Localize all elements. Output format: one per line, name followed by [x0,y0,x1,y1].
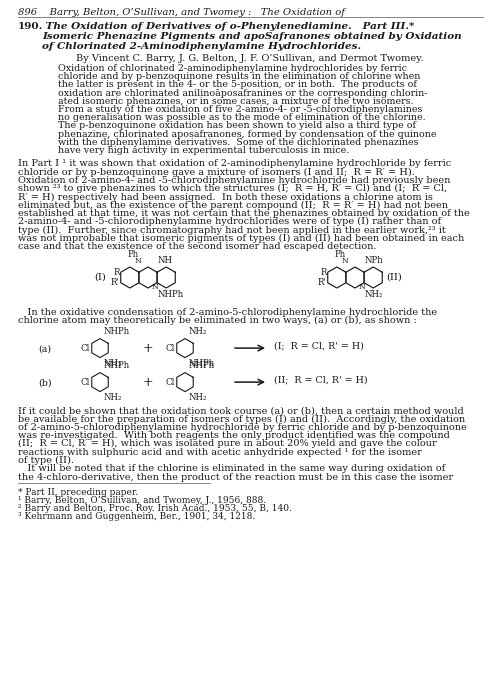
Text: * Part II, preceding paper.: * Part II, preceding paper. [18,488,138,497]
Text: Cl: Cl [165,344,174,352]
Text: NH: NH [158,256,173,265]
Text: NH₂: NH₂ [365,290,384,299]
Text: The Oxidation of Derivatives of o-Phenylenediamine.   Part III.*: The Oxidation of Derivatives of o-Phenyl… [42,22,414,31]
Text: ³ Kehrmann and Guggenheim, Ber., 1901, 34, 1218.: ³ Kehrmann and Guggenheim, Ber., 1901, 3… [18,512,256,521]
Text: R: R [113,268,119,277]
Text: have very high activity in experimental tuberculosis in mice.: have very high activity in experimental … [58,146,349,155]
Text: In Part I ¹ it was shown that oxidation of 2-aminodiphenylamine hydrochloride by: In Part I ¹ it was shown that oxidation … [18,159,451,168]
Text: +: + [142,342,154,354]
Text: ated isomeric phenazines, or in some cases, a mixture of the two isomers.: ated isomeric phenazines, or in some cas… [58,97,414,106]
Text: of Chlorinated 2-Aminodiphenylamine Hydrochlorides.: of Chlorinated 2-Aminodiphenylamine Hydr… [42,42,361,51]
Text: Oxidation of 2-amino-4- and -5-chlorodiphenylamine hydrochloride had previously : Oxidation of 2-amino-4- and -5-chlorodip… [18,176,450,185]
Text: Ph: Ph [128,250,138,259]
Text: reactions with sulphuric acid and with acetic anhydride expected ¹ for the isome: reactions with sulphuric acid and with a… [18,447,422,456]
Text: NH₂: NH₂ [104,359,122,367]
Text: the latter is present in the 4- or the 5-position, or in both.  The products of: the latter is present in the 4- or the 5… [58,80,417,90]
Text: of 2-amino-5-chlorodiphenylamine hydrochloride by ferric chloride and by p-benzo: of 2-amino-5-chlorodiphenylamine hydroch… [18,423,467,432]
Text: no generalisation was possible as to the mode of elimination of the chlorine.: no generalisation was possible as to the… [58,113,426,122]
Text: NHPh: NHPh [104,327,130,335]
Text: R′ = H) respectively had been assigned.  In both these oxidations a chlorine ato: R′ = H) respectively had been assigned. … [18,192,433,202]
Text: N: N [134,257,141,265]
Text: NH₂: NH₂ [104,392,122,401]
Text: NHPh: NHPh [104,361,130,369]
Text: oxidation are chlorinated anilinoāposafranines or the corresponding chlorin-: oxidation are chlorinated anilinoāposafr… [58,88,428,98]
Text: R: R [320,268,326,277]
Text: Isomeric Phenazine Pigments and apoSafranones obtained by Oxidation: Isomeric Phenazine Pigments and apoSafra… [42,32,462,41]
Text: was not improbable that isomeric pigments of types (I) and (II) had been obtaine: was not improbable that isomeric pigment… [18,234,464,243]
Text: NH₂: NH₂ [189,327,207,335]
Text: chloride and by p-benzoquinone results in the elimination of chlorine when: chloride and by p-benzoquinone results i… [58,72,420,81]
Text: be available for the preparation of isomers of types (I) and (II).  Accordingly,: be available for the preparation of isom… [18,414,465,424]
Text: NHPh: NHPh [158,290,184,299]
Text: R': R' [318,278,326,287]
Text: Oxidation of chlorinated 2-aminodiphenylamine hydrochlorides by ferric: Oxidation of chlorinated 2-aminodiphenyl… [58,64,407,73]
Text: (I): (I) [94,273,106,282]
Text: ¹ Barry, Belton, O’Sullivan, and Twomey, J., 1956, 888.: ¹ Barry, Belton, O’Sullivan, and Twomey,… [18,496,266,504]
Text: (II;  R = Cl, R′ = H), which was isolated pure in about 20% yield and gave the c: (II; R = Cl, R′ = H), which was isolated… [18,439,437,448]
Text: phenazine, chlorinated aposafranones, formed by condensation of the quinone: phenazine, chlorinated aposafranones, fo… [58,130,436,139]
Text: with the diphenylamine derivatives.  Some of the dichlorinated phenazines: with the diphenylamine derivatives. Some… [58,138,418,147]
Text: (a): (a) [38,344,51,353]
Text: By Vincent C. Barry, J. G. Belton, J. F. O’Sullivan, and Dermot Twomey.: By Vincent C. Barry, J. G. Belton, J. F.… [76,54,424,63]
Text: N: N [152,282,158,291]
Text: 896    Barry, Belton, O’Sullivan, and Twomey :   The Oxidation of: 896 Barry, Belton, O’Sullivan, and Twome… [18,8,345,17]
Text: Cl: Cl [165,378,174,386]
Text: the 4-chloro-derivative, then the product of the reaction must be in this case t: the 4-chloro-derivative, then the produc… [18,473,453,481]
Text: (II;  R = Cl, R' = H): (II; R = Cl, R' = H) [274,375,368,384]
Text: eliminated but, as the existence of the parent compound (II;  R = R′ = H) had no: eliminated but, as the existence of the … [18,201,448,210]
Text: was re-investigated.  With both reagents the only product identified was the com: was re-investigated. With both reagents … [18,431,450,440]
Text: NPh: NPh [365,256,384,265]
Text: It will be noted that if the chlorine is eliminated in the same way during oxida: It will be noted that if the chlorine is… [18,464,446,473]
Text: NHPh: NHPh [189,361,215,369]
Text: Cl: Cl [80,344,90,352]
Text: N: N [358,282,366,291]
Text: 190.: 190. [18,22,44,31]
Text: ² Barry and Belton, Proc. Roy. Irish Acad., 1953, 55, B, 140.: ² Barry and Belton, Proc. Roy. Irish Aca… [18,504,292,513]
Text: The p-benzoquinone oxidation has been shown to yield also a third type of: The p-benzoquinone oxidation has been sh… [58,122,416,130]
Text: +: + [142,375,154,388]
Text: Cl: Cl [80,378,90,386]
Text: case and that the existence of the second isomer had escaped detection.: case and that the existence of the secon… [18,242,376,251]
Text: (I;  R = Cl, R' = H): (I; R = Cl, R' = H) [274,342,364,350]
Text: shown ²³ to give phenazines to which the structures (I;  R = H, R′ = Cl) and (I;: shown ²³ to give phenazines to which the… [18,184,447,194]
Text: NHPh: NHPh [189,359,215,367]
Text: of type (II).: of type (II). [18,456,74,465]
Text: chloride or by p-benzoquinone gave a mixture of isomers (I and II;  R = R′ = H).: chloride or by p-benzoquinone gave a mix… [18,168,415,177]
Text: If it could be shown that the oxidation took course (a) or (b), then a certain m: If it could be shown that the oxidation … [18,406,464,415]
Text: (b): (b) [38,378,52,387]
Text: N: N [342,257,348,265]
Text: R': R' [111,278,120,287]
Text: chlorine atom may theoretically be eliminated in two ways, (a) or (b), as shown : chlorine atom may theoretically be elimi… [18,316,417,325]
Text: (II): (II) [386,273,402,282]
Text: From a study of the oxidation of five 2-amino-4- or -5-chlorodiphenylamines: From a study of the oxidation of five 2-… [58,105,422,114]
Text: type (II).  Further, since chromatography had not been applied in the earlier wo: type (II). Further, since chromatography… [18,225,446,235]
Text: NH₂: NH₂ [189,392,207,401]
Text: In the oxidative condensation of 2-amino-5-chlorodiphenylamine hydrochloride the: In the oxidative condensation of 2-amino… [18,308,437,316]
Text: Ph: Ph [334,250,345,259]
Text: 2-amino-4- and -5-chlorodiphenylamine hydrochlorides were of type (I) rather tha: 2-amino-4- and -5-chlorodiphenylamine hy… [18,217,441,226]
Text: established at that time, it was not certain that the phenazines obtained by oxi: established at that time, it was not cer… [18,209,470,218]
